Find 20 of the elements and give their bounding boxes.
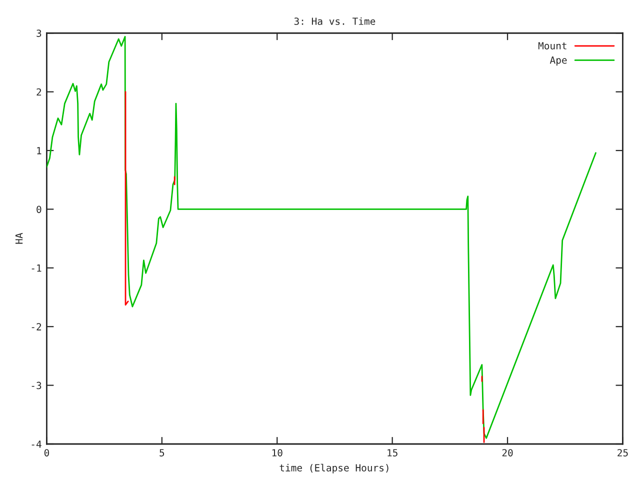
legend-label: Ape	[550, 56, 567, 66]
x-tick-label: 0	[44, 449, 50, 456]
x-axis-title: time (Elapse Hours)	[280, 464, 388, 474]
x-tick-label: 10	[272, 449, 282, 456]
line-series	[46, 36, 596, 439]
y-tick-label: -1	[32, 264, 42, 272]
y-tick-label: 3	[36, 30, 42, 37]
y-tick-label: -4	[32, 440, 42, 448]
chart-title: 3: Ha vs. Time	[294, 17, 376, 25]
y-axis-title: HA	[15, 232, 23, 244]
y-tick-label: 0	[36, 206, 42, 214]
x-tick-label: 15	[388, 449, 398, 456]
legend-label: Mount	[538, 42, 566, 50]
y-tick-label: 2	[36, 88, 42, 96]
x-tick-label: 5	[160, 449, 164, 456]
x-tick-label: 25	[618, 449, 628, 456]
y-tick-label: -2	[32, 323, 42, 330]
x-tick-label: 20	[502, 449, 513, 456]
y-tick-label: -3	[32, 382, 42, 390]
y-tick-label: 1	[37, 147, 42, 154]
